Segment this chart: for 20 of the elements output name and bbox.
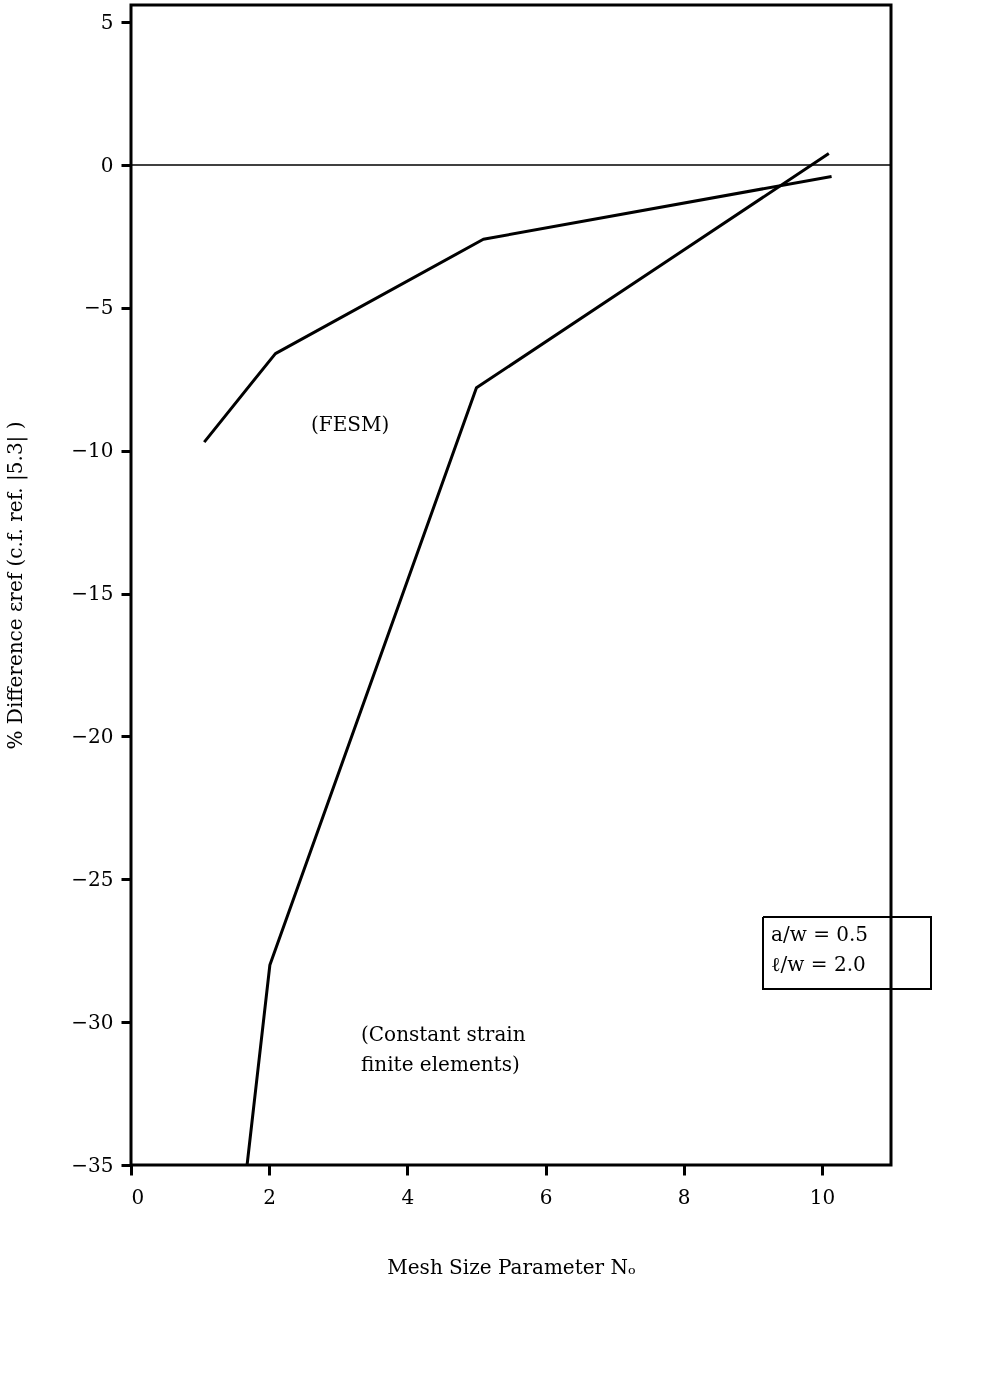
- y-tick-label: −15: [71, 581, 114, 606]
- y-tick-label: −5: [84, 295, 114, 320]
- y-axis-title: % Difference εref (c.f. ref. |5.3| ): [3, 421, 29, 750]
- y-tick-label: −35: [71, 1152, 114, 1177]
- y-tick-label: −30: [71, 1009, 114, 1034]
- x-tick-label: 10: [809, 1184, 836, 1209]
- y-tick-label: −10: [71, 438, 114, 463]
- y-tick-label: 5: [100, 9, 114, 34]
- x-tick-label: 8: [677, 1184, 691, 1209]
- x-tick-label: 4: [401, 1184, 415, 1209]
- y-tick-label: −25: [71, 866, 114, 891]
- annotation: (Constant strain finite elements): [361, 1022, 526, 1076]
- y-tick-label: −20: [71, 723, 114, 748]
- x-tick-label: 0: [131, 1184, 145, 1209]
- x-tick-label: 2: [263, 1184, 277, 1209]
- x-tick-label: 6: [539, 1184, 553, 1209]
- y-tick-label: 0: [100, 152, 114, 177]
- annotation: (FESM): [311, 412, 390, 436]
- annotation: a/w = 0.5 ℓ/w = 2.0: [771, 922, 869, 976]
- x-axis-title: Mesh Size Parameter Nₒ: [387, 1254, 636, 1279]
